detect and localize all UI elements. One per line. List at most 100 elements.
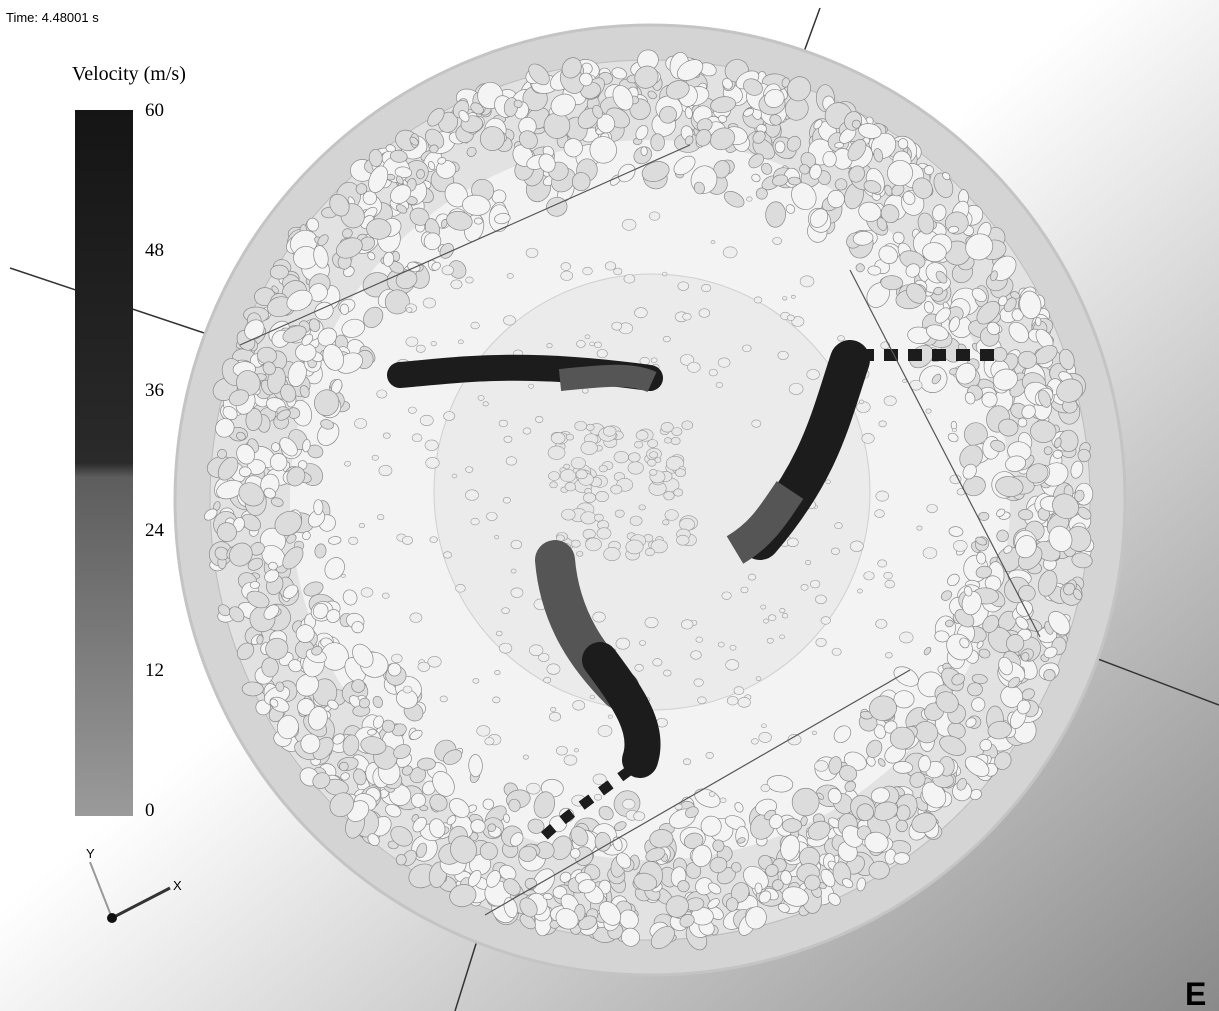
particle [682, 758, 692, 766]
particle [1052, 493, 1079, 520]
particle [498, 419, 508, 428]
particle [446, 815, 457, 826]
particle [725, 659, 740, 671]
particle [563, 138, 583, 158]
particle [466, 146, 477, 157]
particle [589, 694, 595, 700]
particle [269, 264, 289, 280]
particle [550, 706, 557, 713]
particle [847, 139, 867, 162]
particle [820, 616, 831, 625]
particle [506, 273, 514, 279]
particle [505, 456, 518, 466]
particle [652, 658, 663, 667]
particle [416, 842, 428, 859]
particle [935, 691, 959, 714]
particle [685, 806, 699, 819]
particle [679, 914, 695, 928]
particle [849, 540, 864, 552]
particle [390, 184, 412, 204]
particle [287, 360, 307, 387]
particle [1008, 321, 1029, 344]
particle [603, 547, 621, 561]
particle [831, 647, 842, 656]
particle [964, 391, 976, 405]
particle [342, 589, 358, 606]
particle [282, 325, 307, 343]
particle [409, 612, 423, 623]
particle [448, 260, 467, 279]
particle [878, 245, 898, 264]
particle [217, 604, 231, 617]
particle [348, 536, 359, 545]
particle [754, 882, 763, 894]
particle [596, 527, 612, 540]
particle [499, 864, 517, 881]
particle [982, 614, 999, 633]
particle [726, 696, 739, 706]
particle [306, 217, 319, 232]
particle [610, 484, 623, 495]
particle [589, 136, 617, 164]
particle [342, 228, 353, 239]
particle [883, 395, 897, 407]
particle [595, 491, 609, 503]
triad-origin [107, 913, 117, 923]
particle [353, 768, 367, 786]
particle [269, 453, 288, 472]
particle [635, 125, 649, 141]
particle [1077, 448, 1091, 463]
particle [394, 166, 413, 179]
particle [713, 160, 731, 179]
particle [241, 681, 264, 697]
particle [424, 439, 439, 451]
particle [921, 781, 947, 809]
particle [598, 901, 622, 926]
particle [586, 423, 595, 431]
particle [735, 825, 749, 847]
particle [279, 437, 298, 457]
particle [529, 644, 544, 656]
particle [758, 731, 772, 743]
particle [592, 611, 606, 623]
particle [712, 839, 725, 852]
particle [870, 787, 890, 804]
particle [441, 265, 454, 276]
particle [695, 877, 714, 896]
particle [446, 210, 473, 231]
particle [228, 389, 249, 407]
particle [317, 421, 340, 446]
particle [644, 547, 656, 557]
particle [998, 656, 1013, 676]
particle [546, 343, 553, 349]
particle [503, 435, 513, 443]
particle [664, 437, 672, 444]
particle [498, 642, 513, 654]
particle [423, 232, 442, 251]
particle [422, 297, 437, 309]
particle [827, 892, 841, 906]
particle [695, 636, 704, 643]
arm-particles [582, 642, 661, 778]
particle [450, 835, 477, 864]
particle [837, 335, 845, 342]
particle [633, 872, 658, 892]
particle [579, 72, 593, 87]
particle [280, 383, 297, 403]
particle [787, 734, 802, 746]
arm-particles [536, 765, 633, 844]
particle [596, 349, 608, 359]
particle [440, 219, 448, 228]
particle [745, 906, 767, 930]
particle [437, 157, 447, 165]
particle [718, 114, 728, 123]
particle [858, 399, 865, 404]
particle [772, 236, 783, 245]
particle [976, 300, 1001, 325]
particle [809, 164, 822, 180]
particle [884, 184, 893, 197]
y-axis-arrow [89, 861, 113, 919]
x-axis-label: X [173, 878, 182, 893]
particle [311, 645, 323, 656]
particle [431, 261, 441, 271]
